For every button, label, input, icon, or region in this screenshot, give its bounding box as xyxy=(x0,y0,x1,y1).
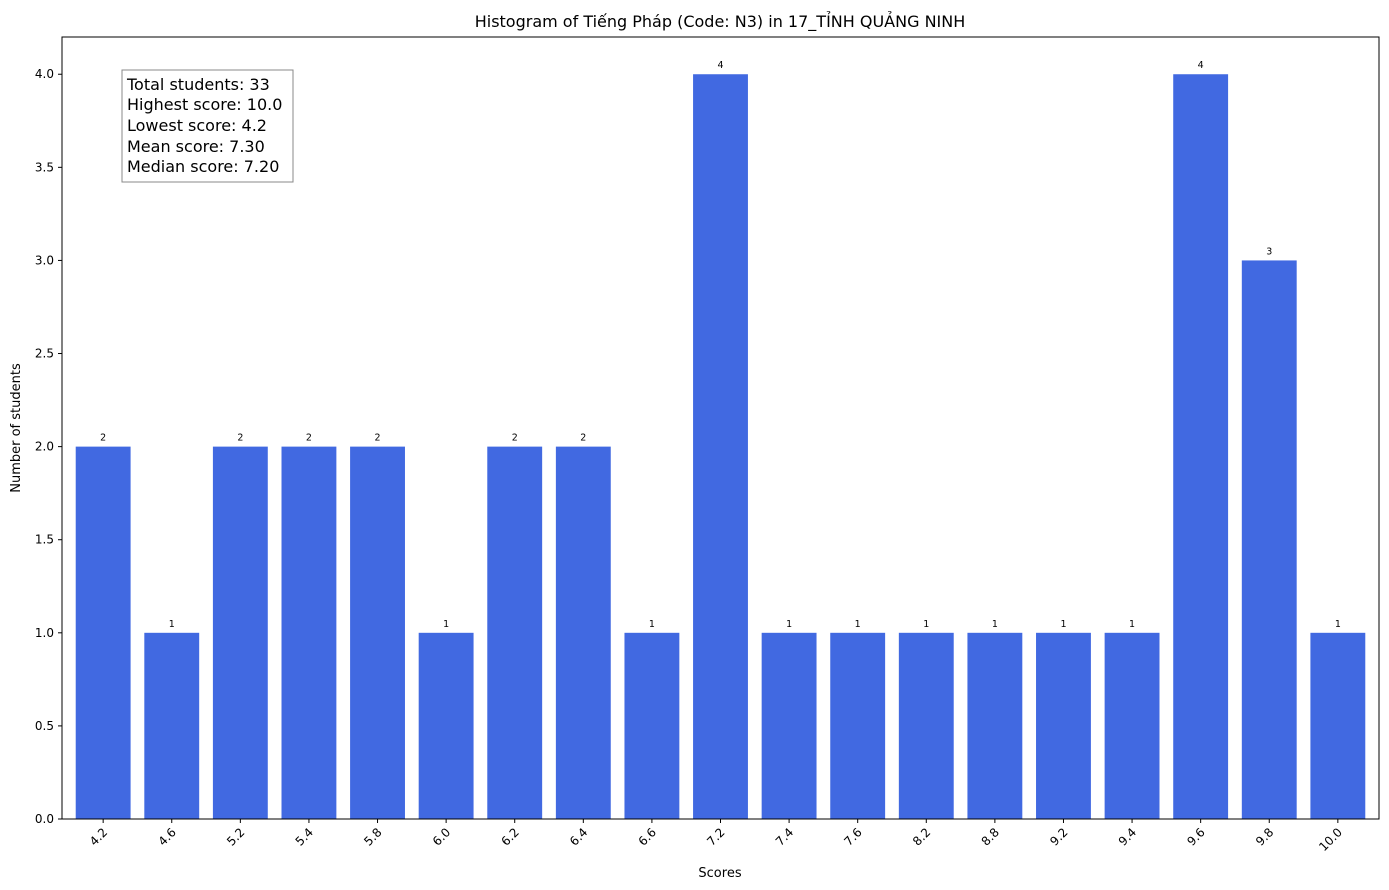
bar-6.6 xyxy=(624,632,680,819)
bar-value-label: 1 xyxy=(923,619,929,630)
y-tick-label: 1.5 xyxy=(35,533,54,547)
bar-value-label: 1 xyxy=(1129,619,1135,630)
bar-9.2 xyxy=(1036,632,1091,819)
stats-median: Median score: 7.20 xyxy=(127,157,279,176)
bar-value-label: 4 xyxy=(1198,60,1204,71)
y-tick-label: 0.5 xyxy=(35,719,54,733)
bar-value-label: 1 xyxy=(855,619,861,630)
stats-box: Total students: 33 Highest score: 10.0 L… xyxy=(121,69,294,183)
bar-value-label: 3 xyxy=(1266,246,1272,257)
y-axis-ticks: 0.0 0.5 1.0 1.5 2.0 2.5 3.0 3.5 4.0 xyxy=(35,67,62,826)
bar-9.4 xyxy=(1104,632,1160,819)
bar-9.8 xyxy=(1241,260,1297,819)
bar-value-label: 1 xyxy=(992,619,998,630)
bar-value-label: 2 xyxy=(375,433,381,444)
y-tick-label: 1.0 xyxy=(35,626,54,640)
y-tick-label: 0.0 xyxy=(35,812,54,826)
bar-7.4 xyxy=(761,632,817,819)
stats-mean: Mean score: 7.30 xyxy=(127,137,265,156)
bar-6.0 xyxy=(418,632,474,819)
y-tick-label: 3.5 xyxy=(35,160,54,174)
bar-4.2 xyxy=(75,446,131,819)
plot-frame xyxy=(61,36,1380,820)
bar-10.0 xyxy=(1310,632,1366,819)
bar-value-label: 1 xyxy=(169,619,175,630)
bars-group: 2 1 2 2 2 1 2 2 1 4 1 1 1 1 1 1 4 3 1 xyxy=(75,60,1366,819)
x-axis-label: Scores xyxy=(698,866,741,881)
bar-6.2 xyxy=(487,446,543,819)
bar-8.8 xyxy=(967,632,1023,819)
bar-5.2 xyxy=(212,446,268,819)
stats-lowest: Lowest score: 4.2 xyxy=(127,116,267,135)
stats-box-frame xyxy=(121,69,294,183)
y-tick-label: 2.5 xyxy=(35,347,54,361)
bar-value-label: 4 xyxy=(717,60,723,71)
bar-value-label: 2 xyxy=(306,433,312,444)
bar-value-label: 2 xyxy=(580,433,586,444)
bar-4.6 xyxy=(144,632,200,819)
bar-value-label: 1 xyxy=(649,619,655,630)
stats-total: Total students: 33 xyxy=(126,75,270,94)
bar-value-label: 2 xyxy=(512,433,518,444)
bar-7.6 xyxy=(830,632,886,819)
bar-8.2 xyxy=(898,632,954,819)
y-tick-label: 3.0 xyxy=(35,253,54,267)
chart-title: Histogram of Tiếng Pháp (Code: N3) in 17… xyxy=(475,11,966,32)
bar-6.4 xyxy=(555,446,611,819)
bar-5.4 xyxy=(281,446,337,819)
bar-9.6 xyxy=(1173,74,1229,819)
bar-value-label: 1 xyxy=(1335,619,1341,630)
y-tick-label: 4.0 xyxy=(35,67,54,81)
bar-value-label: 2 xyxy=(237,433,243,444)
bar-value-label: 1 xyxy=(786,619,792,630)
bar-value-label: 1 xyxy=(443,619,449,630)
bar-value-label: 2 xyxy=(100,433,106,444)
stats-highest: Highest score: 10.0 xyxy=(127,95,282,114)
y-tick-label: 2.0 xyxy=(35,440,54,454)
bar-5.8 xyxy=(350,446,405,819)
y-axis-label: Number of students xyxy=(9,363,24,493)
bar-value-label: 1 xyxy=(1060,619,1066,630)
bar-7.2 xyxy=(693,74,748,819)
